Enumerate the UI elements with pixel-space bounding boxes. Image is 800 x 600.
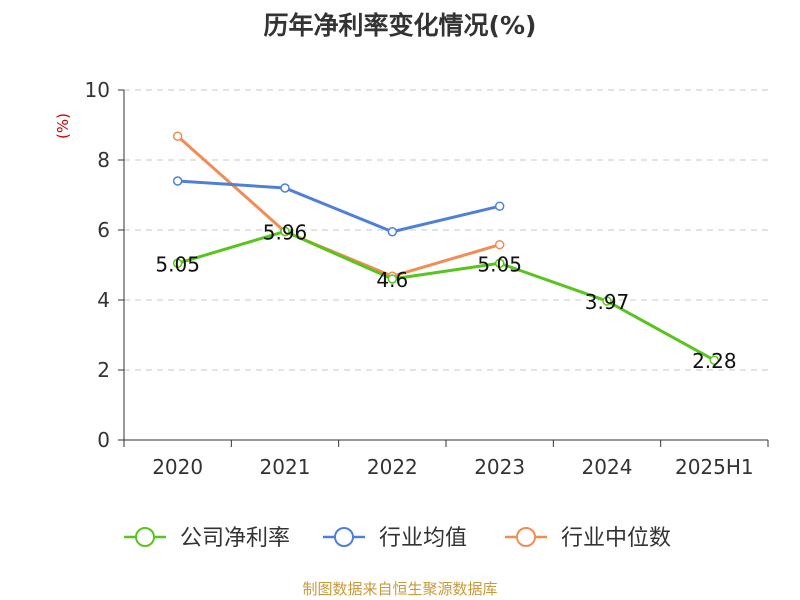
- data-point: [494, 201, 505, 211]
- data-point: [494, 258, 505, 268]
- y-tick-label: 0: [97, 428, 110, 452]
- x-tick-label: 2020: [152, 455, 203, 479]
- legend-marker: [334, 527, 354, 547]
- x-tick-label: 2021: [260, 455, 311, 479]
- data-point: [172, 176, 183, 186]
- data-label: 4.6: [376, 268, 408, 292]
- y-tick-label: 2: [97, 358, 110, 382]
- data-point: [387, 274, 398, 284]
- y-tick-label: 6: [97, 218, 110, 242]
- data-label: 2.28: [692, 349, 737, 373]
- data-label: 5.96: [263, 220, 308, 244]
- legend-item[interactable]: 行业均值: [323, 526, 467, 551]
- data-label: 5.05: [477, 252, 522, 276]
- x-tick-label: 2024: [582, 455, 633, 479]
- legend-label: 行业均值: [379, 526, 467, 551]
- grid-lines: [124, 89, 768, 371]
- y-tick-label: 8: [97, 148, 110, 172]
- data-point: [494, 239, 505, 250]
- legend[interactable]: 公司净利率 行业均值 行业中位数: [124, 526, 671, 551]
- y-tick-label: 10: [85, 78, 110, 102]
- data-label: 3.97: [585, 290, 630, 314]
- data-point: [172, 258, 183, 268]
- series: [172, 131, 720, 365]
- legend-item[interactable]: 行业中位数: [505, 526, 671, 551]
- data-point: [172, 131, 183, 141]
- legend-item[interactable]: 公司净利率: [124, 526, 290, 551]
- y-tick-label: 4: [97, 288, 110, 312]
- data-point: [387, 227, 398, 237]
- x-tick-label: 2023: [474, 455, 525, 479]
- legend-marker: [516, 527, 536, 547]
- data-point: [280, 183, 290, 193]
- legend-label: 公司净利率: [180, 526, 290, 551]
- data-label: 5.05: [155, 252, 200, 276]
- data-point: [280, 226, 290, 237]
- data-point: [602, 296, 612, 306]
- legend-label: 行业中位数: [561, 526, 671, 551]
- chart-title: 历年净利率变化情况(%): [263, 11, 537, 40]
- series-line: [177, 179, 501, 234]
- series-line: [177, 229, 716, 362]
- source-note: 制图数据来自恒生聚源数据库: [302, 580, 498, 598]
- axes: 0 2 4 6 8 10 2020 2021 2022 2023 2024 2025H1 (%): [54, 78, 769, 479]
- x-tick-label: 2022: [367, 455, 418, 479]
- x-tick-label: 2025H1: [675, 455, 754, 479]
- y-axis-label: (%): [54, 113, 72, 139]
- data-labels: 5.05 5.96 4.6 5.05 3.97 2.28: [155, 220, 736, 373]
- data-point: [709, 355, 720, 365]
- legend-marker: [135, 527, 155, 547]
